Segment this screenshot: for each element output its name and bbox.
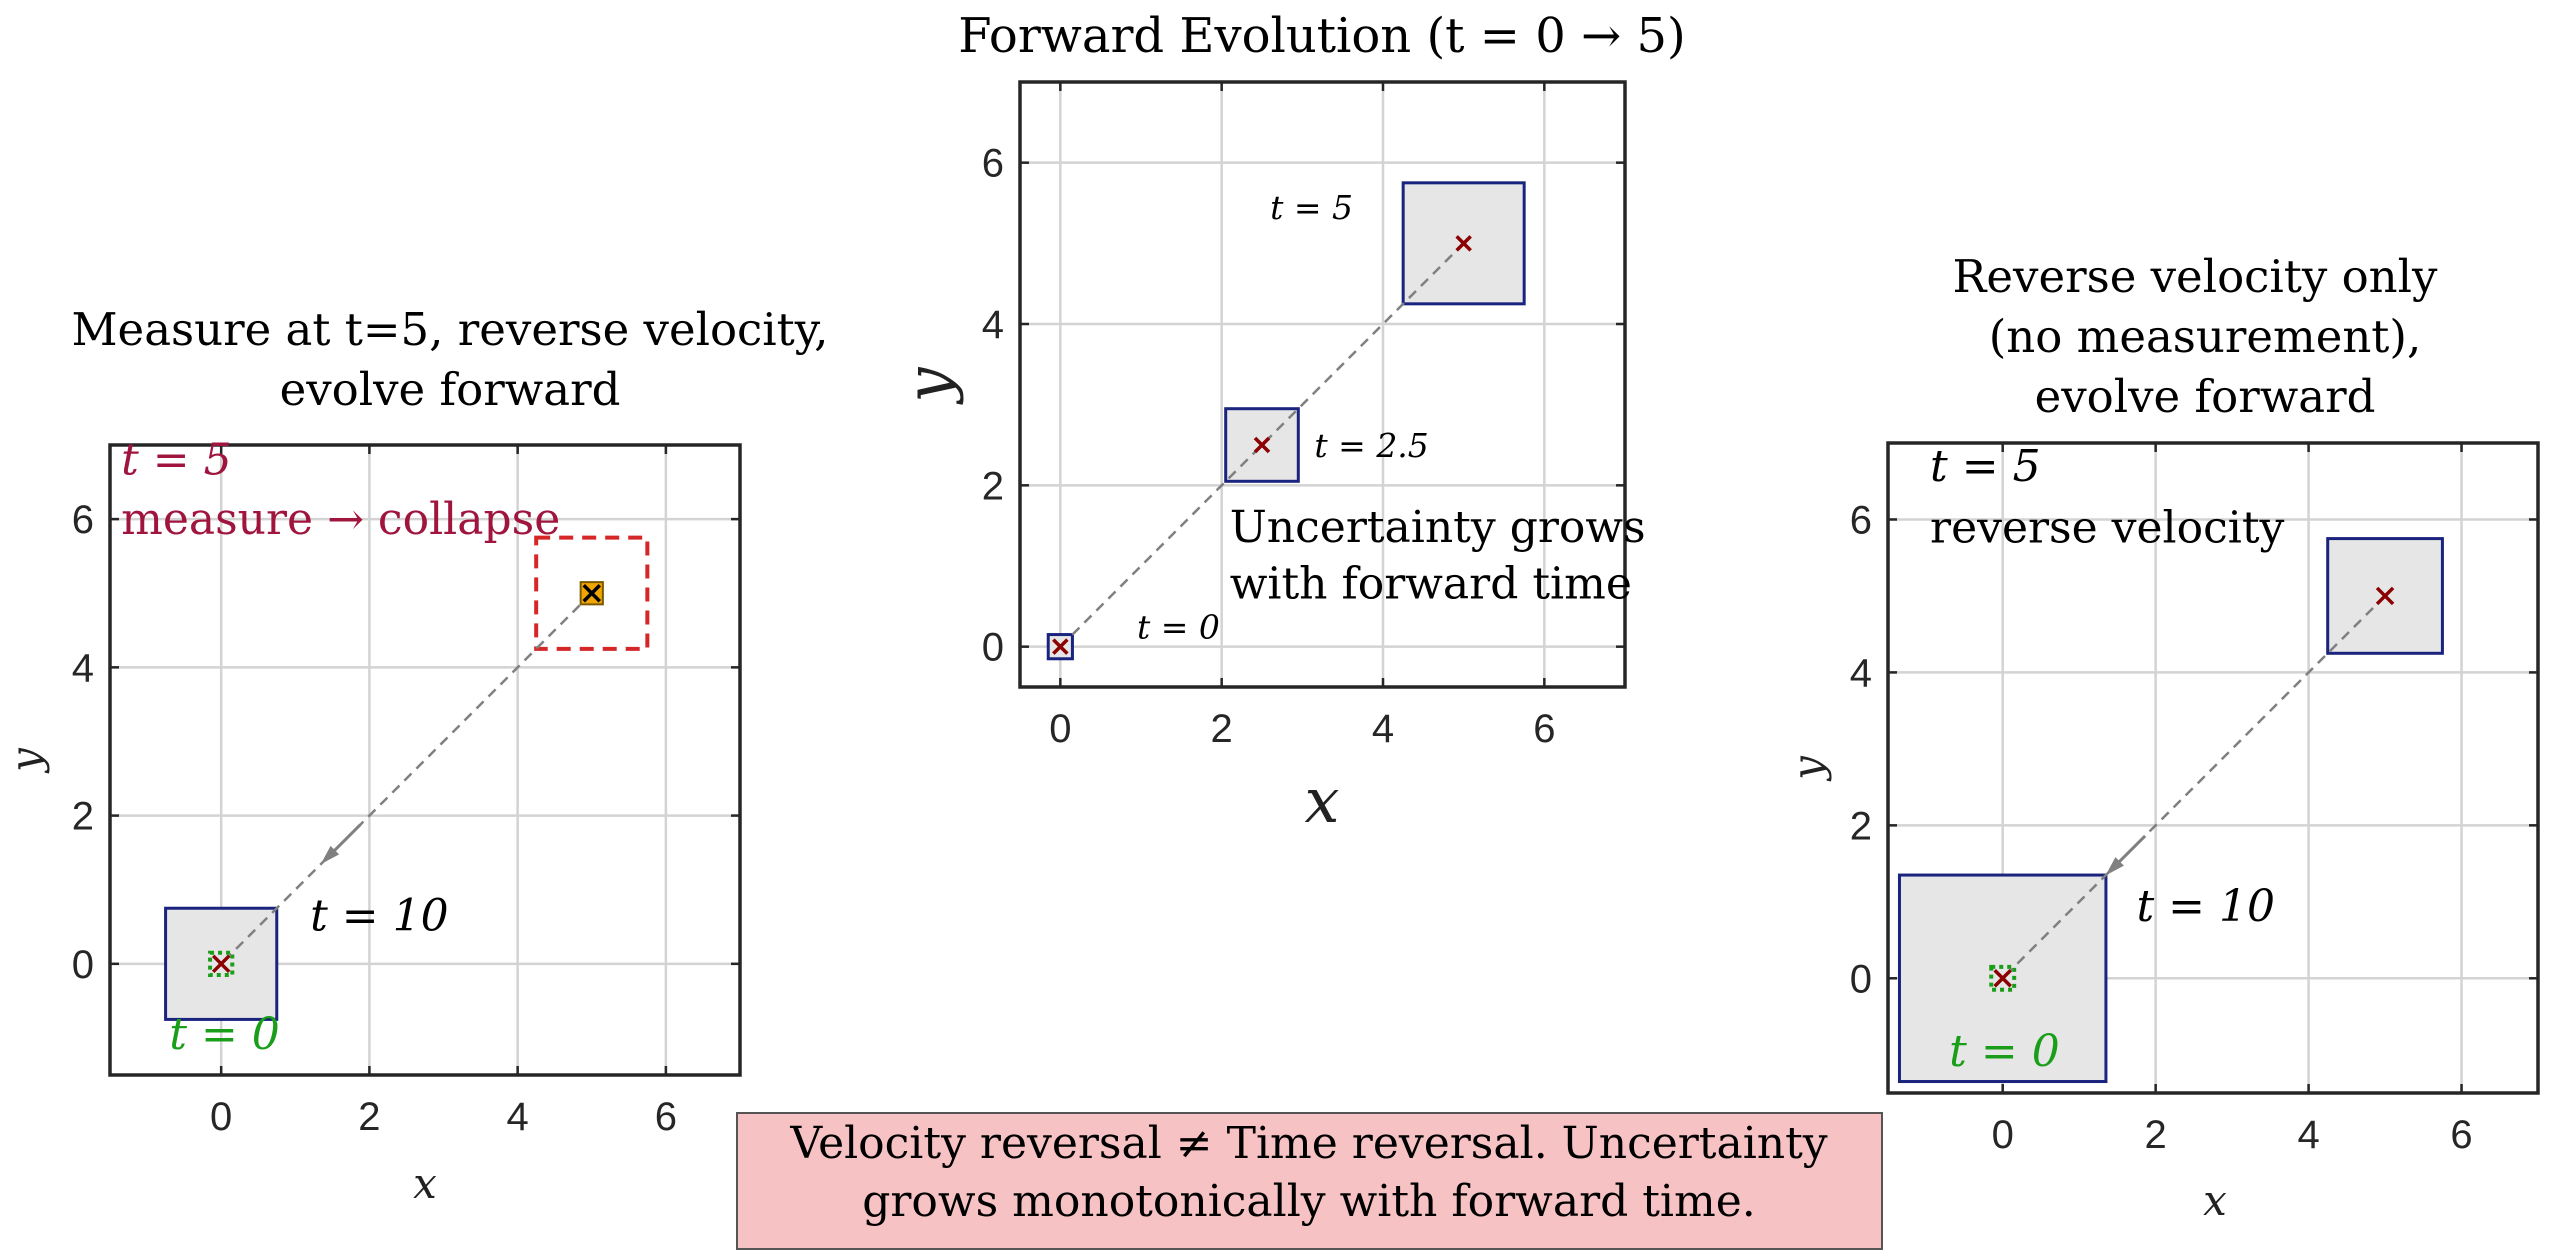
- y-tick-label-4: 4: [982, 303, 1004, 347]
- panel-middle-x-axis-label: x: [1305, 764, 1340, 837]
- center-marker-0: [1052, 638, 1069, 655]
- center-marker-stroke-b: [2375, 586, 2395, 606]
- panel-middle-plot-area: [1046, 181, 1526, 661]
- panel-right-title-line-1: Reverse velocity only: [1953, 250, 2439, 303]
- x-tick-label-2: 2: [2145, 1113, 2167, 1157]
- panel-right-ticks: 0 2 4 6 0 2 4 6: [1850, 443, 2538, 1157]
- uncertainty-box-t-0: [1046, 633, 1074, 661]
- center-marker-stroke-b: [211, 954, 231, 974]
- annotation-0: t = 0: [1137, 608, 1220, 647]
- uncertainty-box-t-0-initial: [208, 950, 235, 977]
- x-tick-label-2: 2: [1211, 707, 1233, 751]
- panel-left-plot-area: [164, 535, 650, 1021]
- annotation-0: t = 5: [121, 435, 232, 486]
- center-marker-0: [582, 583, 602, 603]
- annotation-3: t = 0: [1949, 1026, 2060, 1077]
- center-marker-1: [1993, 969, 2012, 988]
- panel-middle-title: Forward Evolution (t = 0 → 5): [958, 8, 1685, 64]
- panel-right-y-axis-label: y: [1783, 755, 1832, 782]
- center-marker-stroke-b: [1993, 969, 2012, 988]
- panel-right-x-axis-label: x: [2203, 1176, 2227, 1225]
- annotation-3: t = 0: [169, 1009, 280, 1060]
- x-tick-label-0: 0: [1992, 1113, 2014, 1157]
- y-tick-label-6: 6: [982, 142, 1004, 186]
- annotation-4: with forward time: [1230, 558, 1632, 609]
- panel-left-title-line-2: evolve forward: [280, 363, 621, 416]
- y-tick-label-0: 0: [72, 943, 94, 987]
- y-tick-label-2: 2: [72, 795, 94, 839]
- x-tick-label-4: 4: [507, 1095, 529, 1139]
- panel-left-ticks: 0 2 4 6 0 2 4 6: [72, 445, 740, 1139]
- center-marker-stroke-b: [1253, 436, 1271, 454]
- panel-middle-y-axis-label: y: [892, 367, 965, 406]
- annotation-1: reverse velocity: [1930, 502, 2284, 553]
- y-tick-label-4: 4: [72, 646, 94, 690]
- center-marker-1: [1253, 436, 1271, 454]
- x-tick-label-2: 2: [358, 1095, 380, 1139]
- panel-right-axes-frame: [1886, 441, 2540, 1095]
- uncertainty-box-t-0-initial: [1989, 964, 2017, 992]
- panel-right-annotations: t = 5 reverse velocity t = 10 t = 0: [1930, 441, 2284, 1077]
- panel-left-annotations: t = 5 measure → collapse t = 10 t = 0: [121, 435, 560, 1060]
- panel-left-y-axis-label: y: [1, 747, 50, 774]
- y-tick-label-6: 6: [1850, 498, 1872, 542]
- y-tick-label-0: 0: [982, 626, 1004, 670]
- y-tick-label-0: 0: [1850, 957, 1872, 1001]
- uncertainty-box-measurement-box: [534, 535, 650, 651]
- x-tick-label-4: 4: [1372, 707, 1394, 751]
- center-marker-0: [2375, 586, 2395, 606]
- panel-right-plot-area: [1897, 537, 2444, 1084]
- center-marker-2: [1455, 235, 1472, 252]
- x-tick-label-0: 0: [1049, 707, 1071, 751]
- footer-note: Velocity reversal ≠ Time reversal. Uncer…: [736, 1112, 1883, 1250]
- footer-note-box: [736, 1112, 1883, 1250]
- y-tick-label-2: 2: [982, 464, 1004, 508]
- center-marker-stroke-b: [1455, 235, 1472, 252]
- annotation-2: t = 10: [2137, 881, 2276, 932]
- panel-measure-reverse: Measure at t=5, reverse velocity, evolve…: [1, 303, 829, 1208]
- annotation-2: t = 10: [310, 890, 449, 941]
- panel-reverse-only: Reverse velocity only (no measurement), …: [1783, 250, 2540, 1225]
- uncertainty-box-t-2-5: [1224, 407, 1300, 483]
- annotation-2: t = 5: [1270, 188, 1353, 227]
- x-tick-label-6: 6: [2450, 1113, 2472, 1157]
- panel-right-title-line-3: evolve forward: [2035, 370, 2376, 423]
- panel-left-x-axis-label: x: [413, 1159, 437, 1208]
- center-marker-1: [211, 954, 231, 974]
- reverse-velocity-arrow-head: [320, 845, 340, 865]
- panel-right-title-line-2: (no measurement),: [1989, 310, 2422, 363]
- x-tick-label-6: 6: [1533, 707, 1555, 751]
- footer-note-line-1: Velocity reversal ≠ Time reversal. Uncer…: [789, 1118, 1827, 1169]
- center-marker-stroke-b: [1052, 638, 1069, 655]
- x-tick-label-0: 0: [210, 1095, 232, 1139]
- annotation-1: measure → collapse: [121, 494, 560, 545]
- y-tick-label-2: 2: [1850, 804, 1872, 848]
- y-tick-label-4: 4: [1850, 651, 1872, 695]
- center-marker-stroke-b: [582, 583, 602, 603]
- panel-middle-ticks: 0 2 4 6 0 2 4 6: [982, 82, 1625, 751]
- panel-left-title-line-1: Measure at t=5, reverse velocity,: [71, 303, 828, 356]
- panel-left-axes-frame: [108, 443, 742, 1077]
- footer-note-line-2: grows monotonically with forward time.: [862, 1176, 1756, 1227]
- panel-middle-grid: [1020, 82, 1625, 687]
- y-tick-label-6: 6: [72, 498, 94, 542]
- annotation-0: t = 5: [1930, 441, 2041, 492]
- annotation-1: t = 2.5: [1314, 426, 1428, 465]
- panel-middle-axes-frame: [1018, 80, 1627, 689]
- reverse-velocity-arrow-head: [2105, 857, 2124, 876]
- panel-right-grid: [1888, 443, 2538, 1093]
- trajectory-path: [220, 592, 593, 965]
- x-tick-label-4: 4: [2297, 1113, 2319, 1157]
- panel-forward-evolution: Forward Evolution (t = 0 → 5) 0 2 4 6 0 2 4 6 t…: [892, 8, 1686, 837]
- annotation-3: Uncertainty grows: [1230, 502, 1646, 553]
- trajectory-path: [2001, 595, 2386, 980]
- x-tick-label-6: 6: [655, 1095, 677, 1139]
